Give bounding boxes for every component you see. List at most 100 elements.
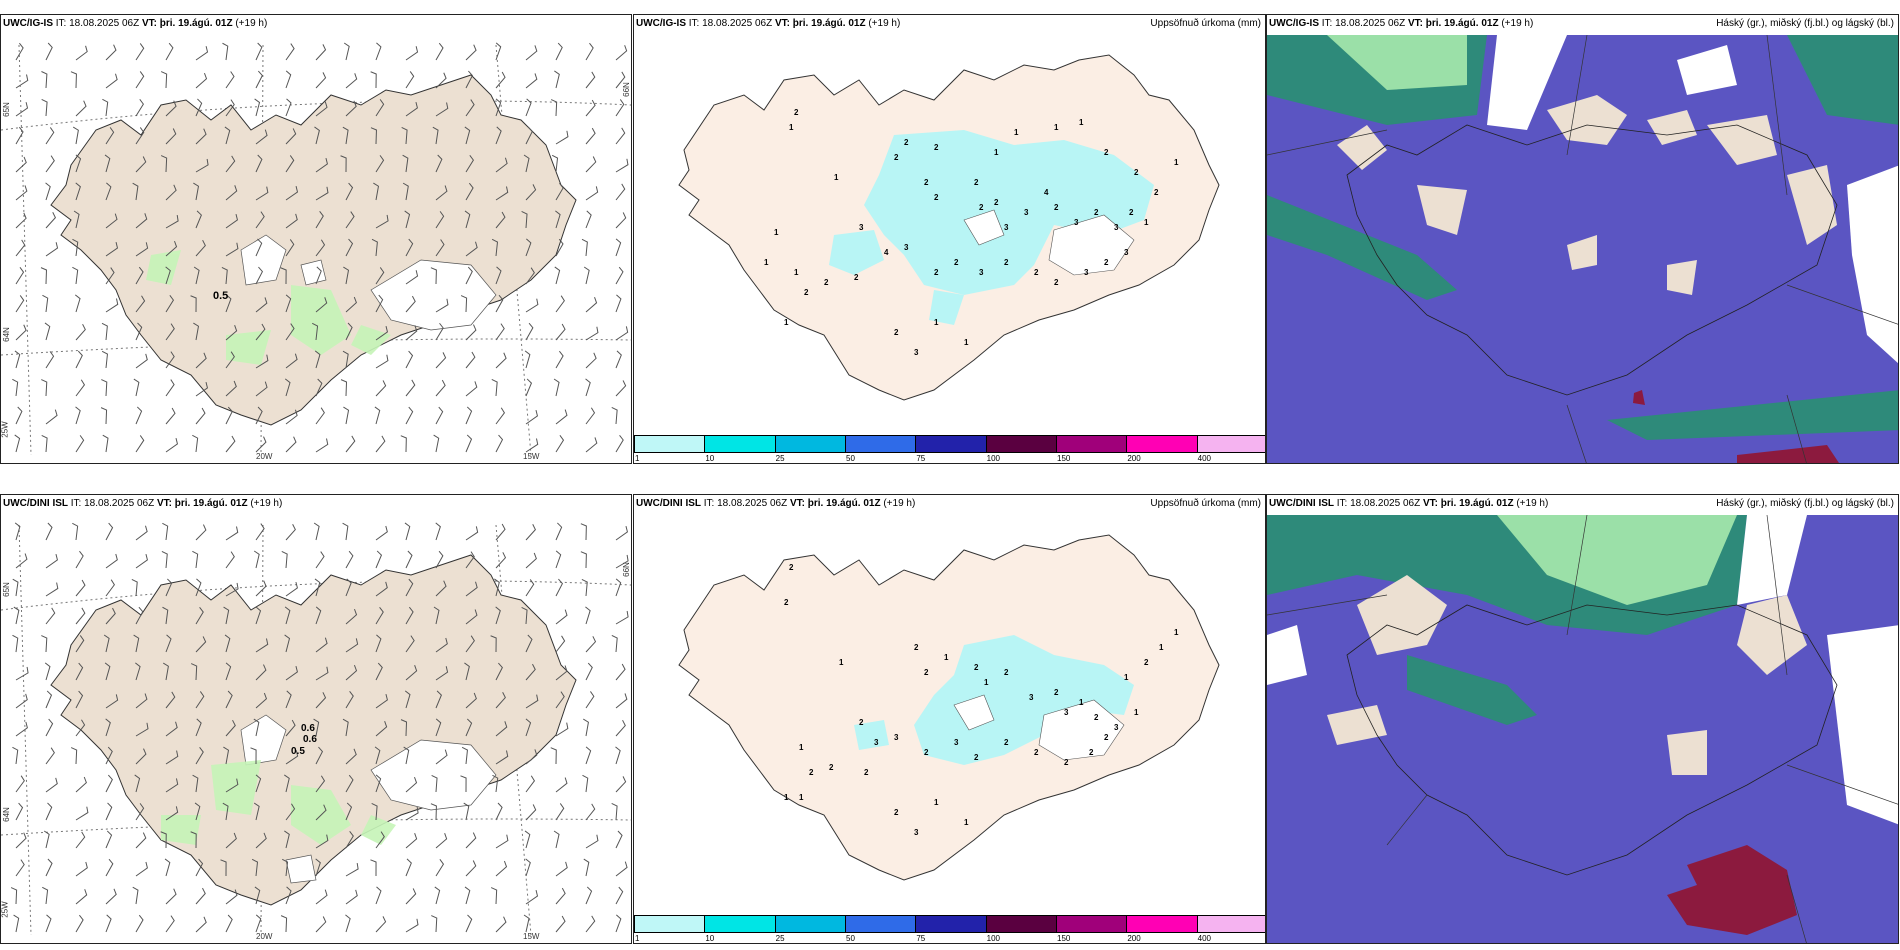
wind-barb [345,73,358,89]
wind-barb [581,238,588,257]
precip-value-mark: 2 [804,288,809,297]
wind-barb [373,182,380,201]
wind-barb [405,295,416,313]
wind-barb [490,887,498,905]
wind-barb [405,270,419,285]
wind-barb [225,719,236,737]
wind-barb [223,746,230,765]
wind-barb [135,525,148,541]
wind-barb [315,637,328,653]
wind-barb [405,858,412,877]
wind-barb [165,240,178,257]
wind-barb [135,748,147,765]
wind-barb [285,186,299,201]
precip-value-mark: 1 [1014,128,1019,137]
wind-barb [285,43,295,61]
wind-barb [555,350,564,369]
precip-value-mark: 2 [1104,733,1109,742]
wind-barb [464,662,470,681]
wind-barb [315,858,321,877]
wind-barb [280,267,287,285]
wind-barb [195,158,209,173]
wind-barb [135,693,148,709]
wind-barb [135,435,145,453]
colorbar-label: 10 [705,454,715,463]
wind-barb [375,550,383,569]
wind-barb [225,380,237,397]
wind-barb [465,70,473,89]
wind-barb [374,746,381,765]
wind-barb [15,295,25,313]
wind-barb [105,182,112,201]
wind-barb [615,719,626,737]
panel-header: UWC/IG-IS IT: 18.08.2025 06Z VT: þri. 19… [1269,18,1534,29]
wind-barb [615,861,628,877]
precip-value-mark: 1 [1054,123,1059,132]
wind-barb [193,266,200,285]
wind-barb [491,378,498,397]
wind-barb [284,830,290,849]
wind-barb [465,692,477,709]
wind-barb [45,718,54,737]
wind-barb [165,721,178,737]
wind-barb [525,890,539,905]
wind-barb [223,606,230,625]
wind-barb [132,886,139,905]
wind-barb [401,126,408,145]
wind-barb [255,354,269,369]
wind-barb [435,154,443,173]
wind-barb [555,609,568,625]
wind-barb [615,434,624,453]
wind-barb [375,525,388,541]
wind-barb [74,294,81,313]
precip-value-mark: 2 [1054,688,1059,697]
wind-barb [465,324,477,341]
wind-barb [15,212,27,229]
wind-barb [435,298,449,313]
wind-barb [165,691,176,709]
wind-barb [583,266,590,285]
wind-barb [435,833,448,849]
wind-barb [555,803,565,821]
wind-barb [315,101,328,117]
wind-barb [405,833,418,849]
precip-value-mark: 2 [894,808,899,817]
wind-barb [585,437,598,453]
precip-value-mark: 3 [1124,248,1129,257]
wind-barb [495,126,502,145]
colorbar-swatch [634,915,706,933]
precip-value-mark: 2 [789,563,794,572]
wind-barb [15,126,24,145]
wind-barb [135,43,145,61]
wind-barb [135,406,143,425]
wind-barb [491,238,499,257]
wind-barb [615,266,624,285]
wind-barb [195,887,206,905]
precip-value-mark: 3 [904,243,909,252]
precip-value-mark: 2 [1089,748,1094,757]
wind-barb [225,914,233,933]
wind-barb [195,606,204,625]
wind-barb [585,71,596,89]
wind-barb [102,98,109,117]
wind-barb [14,434,21,453]
wind-barb [585,606,591,625]
wind-barb [45,127,55,145]
wind-barb [615,525,628,541]
wind-barb [75,635,85,653]
wind-barb [495,434,504,453]
wind-barb [525,98,532,117]
precip-value-mark: 1 [984,678,989,687]
wind-barb [75,350,83,369]
wind-barb [75,861,88,877]
wind-barb [195,858,204,877]
wind-barb [343,42,350,61]
wind-barb [105,802,113,821]
wind-barb [164,858,171,877]
wind-barb [161,550,168,569]
wind-barb [435,859,445,877]
wind-barb [135,803,145,821]
wind-barb [524,830,531,849]
wind-barb [135,213,148,229]
wind-barb [73,210,80,229]
